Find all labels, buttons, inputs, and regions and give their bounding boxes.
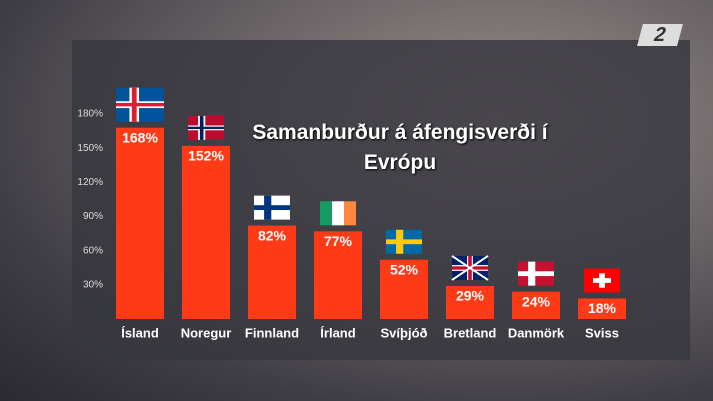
bar [380, 259, 428, 319]
flag-part [518, 271, 554, 277]
chart-title: Samanburður á áfengisverði í Evrópu [252, 121, 548, 174]
flag-part [116, 102, 164, 107]
y-tick-label: 180% [77, 109, 103, 120]
bar [512, 291, 560, 319]
flag [386, 229, 422, 254]
flag-part [451, 255, 489, 281]
flag-part [320, 201, 332, 226]
value-label: 29% [456, 288, 485, 304]
value-label: 82% [258, 227, 287, 243]
value-label: 168% [122, 129, 158, 145]
value-label: 18% [588, 300, 617, 316]
flag [320, 201, 356, 226]
flag-part [332, 201, 344, 226]
bar [116, 127, 164, 320]
bar [182, 145, 230, 319]
flag-part [254, 205, 290, 211]
flag-part [344, 201, 356, 226]
bar [578, 298, 626, 319]
flag [254, 195, 290, 220]
x-tick-label: Finnland [245, 325, 299, 340]
y-tick-label: 120% [77, 177, 103, 188]
x-tick-label: Írland [320, 325, 355, 340]
flag [584, 268, 620, 293]
bar [446, 285, 494, 319]
value-label: 152% [188, 148, 224, 164]
flag-part [386, 239, 422, 245]
bar [314, 231, 362, 319]
value-label: 24% [522, 293, 551, 309]
x-tick-label: Svíþjóð [381, 325, 428, 340]
bar [248, 225, 296, 319]
flag [116, 87, 164, 122]
y-tick-label: 90% [83, 211, 103, 222]
x-tick-label: Bretland [444, 325, 497, 340]
x-tick-label: Danmörk [508, 325, 565, 340]
flag [518, 261, 554, 286]
flag [188, 115, 224, 140]
value-label: 52% [390, 261, 419, 277]
x-tick-label: Sviss [585, 325, 619, 340]
y-tick-label: 30% [83, 279, 103, 290]
flag-part [188, 126, 224, 130]
flag-part [593, 278, 611, 283]
value-label: 77% [324, 233, 353, 249]
flag [451, 255, 489, 281]
y-tick-label: 60% [83, 245, 103, 256]
x-tick-label: Noregur [181, 325, 232, 340]
x-tick-label: Ísland [121, 325, 159, 340]
channel-logo: 2 [637, 24, 683, 46]
y-tick-label: 150% [77, 143, 103, 154]
